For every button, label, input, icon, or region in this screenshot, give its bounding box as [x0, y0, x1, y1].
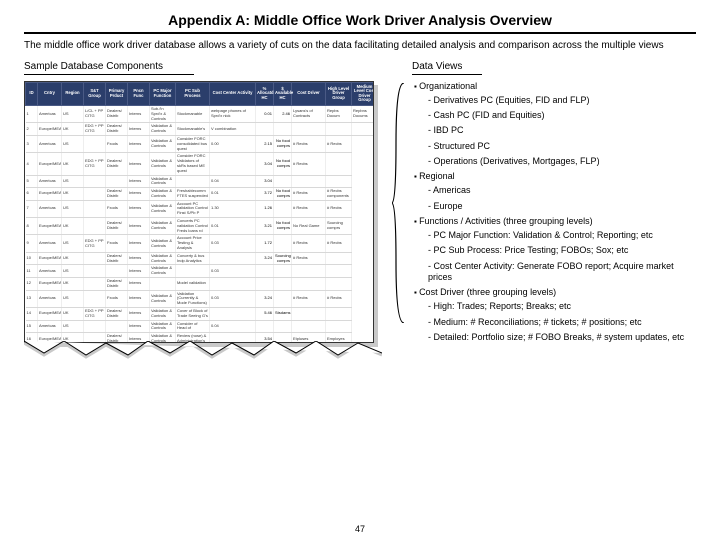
db-preview-wrap: IDCntryRegionS&T GroupPrimary PrductPncn…	[24, 81, 384, 381]
view-subitem: PC Sub Process: Price Testing; FOBOs; So…	[428, 245, 696, 256]
view-subitem: PC Major Function: Validation & Control;…	[428, 230, 696, 241]
db-col-header: S&T Group	[84, 82, 106, 105]
sample-db-subtitle: Sample Database Components	[24, 61, 194, 75]
db-table: IDCntryRegionS&T GroupPrimary PrductPncn…	[25, 82, 374, 343]
data-views-title: Data Views	[412, 61, 482, 75]
table-row: 8Europe/MEAfricaUKDealers/ DistribIntern…	[26, 218, 375, 235]
table-row: 6Europe/MEAfricaUKDealers/ DistribIntern…	[26, 188, 375, 201]
table-row: 15AmericasUSInternsValidation & Controls…	[26, 320, 375, 333]
page-number: 47	[0, 524, 720, 534]
db-body: 1AmericasUSL/CL + PP CITGDealers/ Distri…	[26, 105, 375, 342]
view-item: Functions / Activities (three grouping l…	[414, 216, 696, 283]
table-row: 3AmericasUSFxodsInternsValidation & Cont…	[26, 135, 375, 152]
table-row: 2Europe/MEAfricaUKEDG + PP CITGDealers/ …	[26, 123, 375, 136]
view-item: OrganizationalDerivatives PC (Equities, …	[414, 81, 696, 168]
db-col-header: Primary Prduct	[106, 82, 128, 105]
data-views-list: OrganizationalDerivatives PC (Equities, …	[412, 81, 696, 344]
db-col-header: Cntry	[38, 82, 62, 105]
table-row: 11AmericasUSInternsValidation & Controls…	[26, 265, 375, 278]
page-title: Appendix A: Middle Office Work Driver An…	[24, 12, 696, 28]
view-subitem: Americas	[428, 185, 696, 196]
content-row: Sample Database Components IDCntryRegion…	[24, 61, 696, 381]
db-col-header: Medium Level Cost Driver Group	[352, 82, 375, 105]
db-col-header: % Allocatd HC	[256, 82, 274, 105]
view-subitem: Cost Center Activity: Generate FOBO repo…	[428, 261, 696, 284]
view-subitem: IBD PC	[428, 125, 696, 136]
table-row: 13AmericasUSFxodsInternsValidation & Con…	[26, 290, 375, 307]
view-subitem: Europe	[428, 201, 696, 212]
view-subitem: Cash PC (FID and Equities)	[428, 110, 696, 121]
table-row: 10Europe/MEAfricaUKDealers/ DistribInter…	[26, 252, 375, 265]
view-subitem: Structured PC	[428, 141, 696, 152]
db-col-header: Pncn Func	[128, 82, 150, 105]
table-row: 1AmericasUSL/CL + PP CITGDealers/ Distri…	[26, 105, 375, 122]
table-row: 7AmericasUSFxodsInternsValidation & Cont…	[26, 200, 375, 217]
right-column: Data Views OrganizationalDerivatives PC …	[394, 61, 696, 348]
table-row: 4Europe/MEAfricaUKEDG + PP CITGDealers/ …	[26, 153, 375, 175]
left-column: Sample Database Components IDCntryRegion…	[24, 61, 384, 381]
view-subitem: Detailed: Portfolio size; # FOBO Breaks,…	[428, 332, 696, 343]
curly-brace	[392, 83, 406, 323]
db-col-header: $ Available HC	[274, 82, 292, 105]
torn-edge	[24, 341, 382, 365]
view-subitem: Derivatives PC (Equities, FID and FLP)	[428, 95, 696, 106]
table-row: 5AmericasUSInternsValidation & Controls0…	[26, 175, 375, 188]
table-row: 14Europe/MEAfricaUKEDG + PP CITGDealers/…	[26, 308, 375, 321]
table-row: 12Europe/MEAfricaUKDealers/ DistribInter…	[26, 278, 375, 291]
table-row: 9AmericasUSEDG + PP CITGFxodsInternsVali…	[26, 235, 375, 252]
view-subitem: Medium: # Reconciliations; # tickets; # …	[428, 317, 696, 328]
view-subitem: Operations (Derivatives, Mortgages, FLP)	[428, 156, 696, 167]
db-col-header: PC Sub Process	[176, 82, 210, 105]
view-item: RegionalAmericasEurope	[414, 171, 696, 212]
db-col-header: Cost Center Activity	[210, 82, 256, 105]
db-col-header: High Level Driver Group	[326, 82, 352, 105]
db-preview: IDCntryRegionS&T GroupPrimary PrductPncn…	[24, 81, 374, 343]
db-col-header: Cost Driver	[292, 82, 326, 105]
db-col-header: PC Major Function	[150, 82, 176, 105]
view-subitem: High: Trades; Reports; Breaks; etc	[428, 301, 696, 312]
intro-text: The middle office work driver database a…	[24, 40, 696, 53]
view-item: Cost Driver (three grouping levels)High:…	[414, 287, 696, 343]
db-col-header: Region	[62, 82, 84, 105]
db-header-row: IDCntryRegionS&T GroupPrimary PrductPncn…	[26, 82, 375, 105]
title-rule	[24, 32, 696, 34]
db-col-header: ID	[26, 82, 38, 105]
